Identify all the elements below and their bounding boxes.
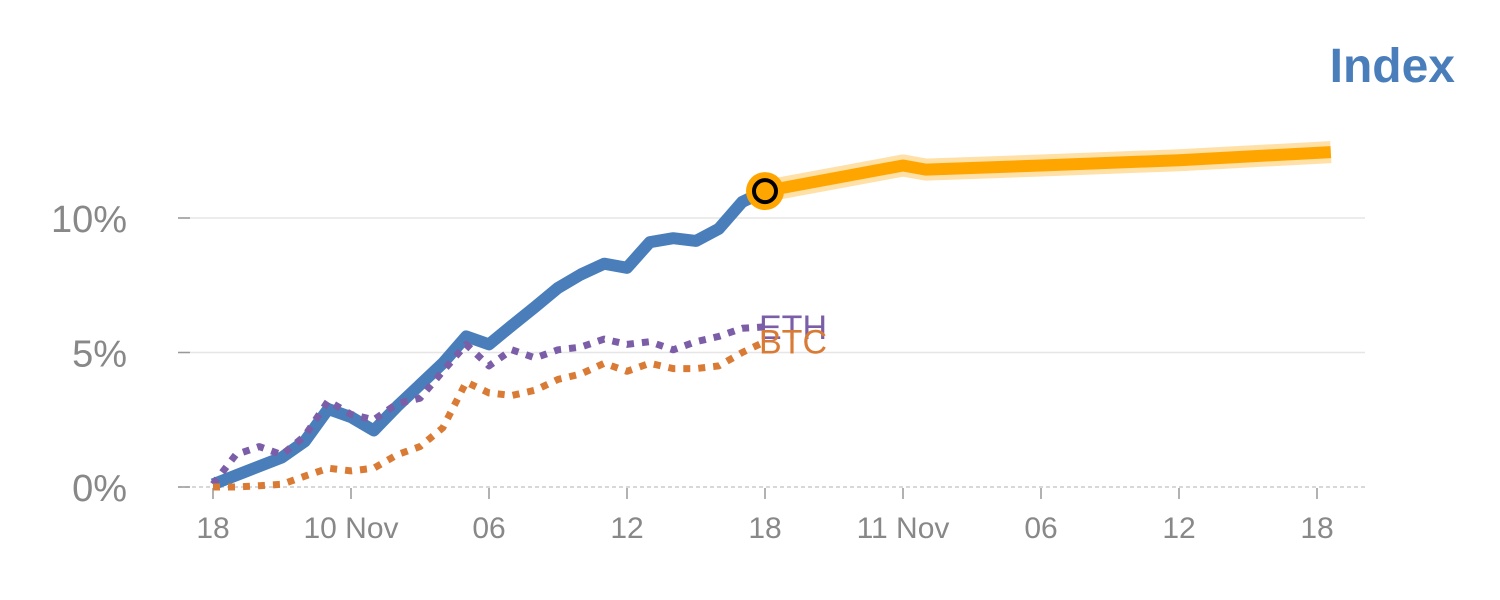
series-forecast-line <box>763 146 1332 197</box>
x-tick-label: 18 <box>1300 512 1333 545</box>
x-tick-label: 18 <box>748 512 781 545</box>
x-tick-label: 06 <box>472 512 505 545</box>
y-tick-label: 10% <box>51 199 127 241</box>
x-tick-label: 18 <box>196 512 229 545</box>
series-label-eth: ETH <box>759 309 827 347</box>
series-btc-line <box>213 338 767 491</box>
x-tick-label: 10 Nov <box>303 512 398 545</box>
x-tick-label: 11 Nov <box>857 512 950 545</box>
y-tick-label: 0% <box>72 468 127 510</box>
x-tick-label: 06 <box>1024 512 1057 545</box>
series-index-line <box>210 185 768 490</box>
x-tick-label: 12 <box>610 512 643 545</box>
series-eth-line <box>210 323 766 487</box>
highlight-marker-dot <box>752 178 778 205</box>
y-axis: 0% 5% 10% <box>51 199 190 510</box>
x-axis: 18 10 Nov 06 12 18 11 Nov 06 12 18 <box>196 488 1334 545</box>
x-tick-label: 12 <box>1162 512 1195 545</box>
series-layer <box>210 141 1332 491</box>
series-label-btc: BTC <box>759 324 827 362</box>
chart-title: Index <box>1330 40 1456 93</box>
gridlines <box>178 217 1365 488</box>
y-tick-label: 5% <box>72 334 127 376</box>
